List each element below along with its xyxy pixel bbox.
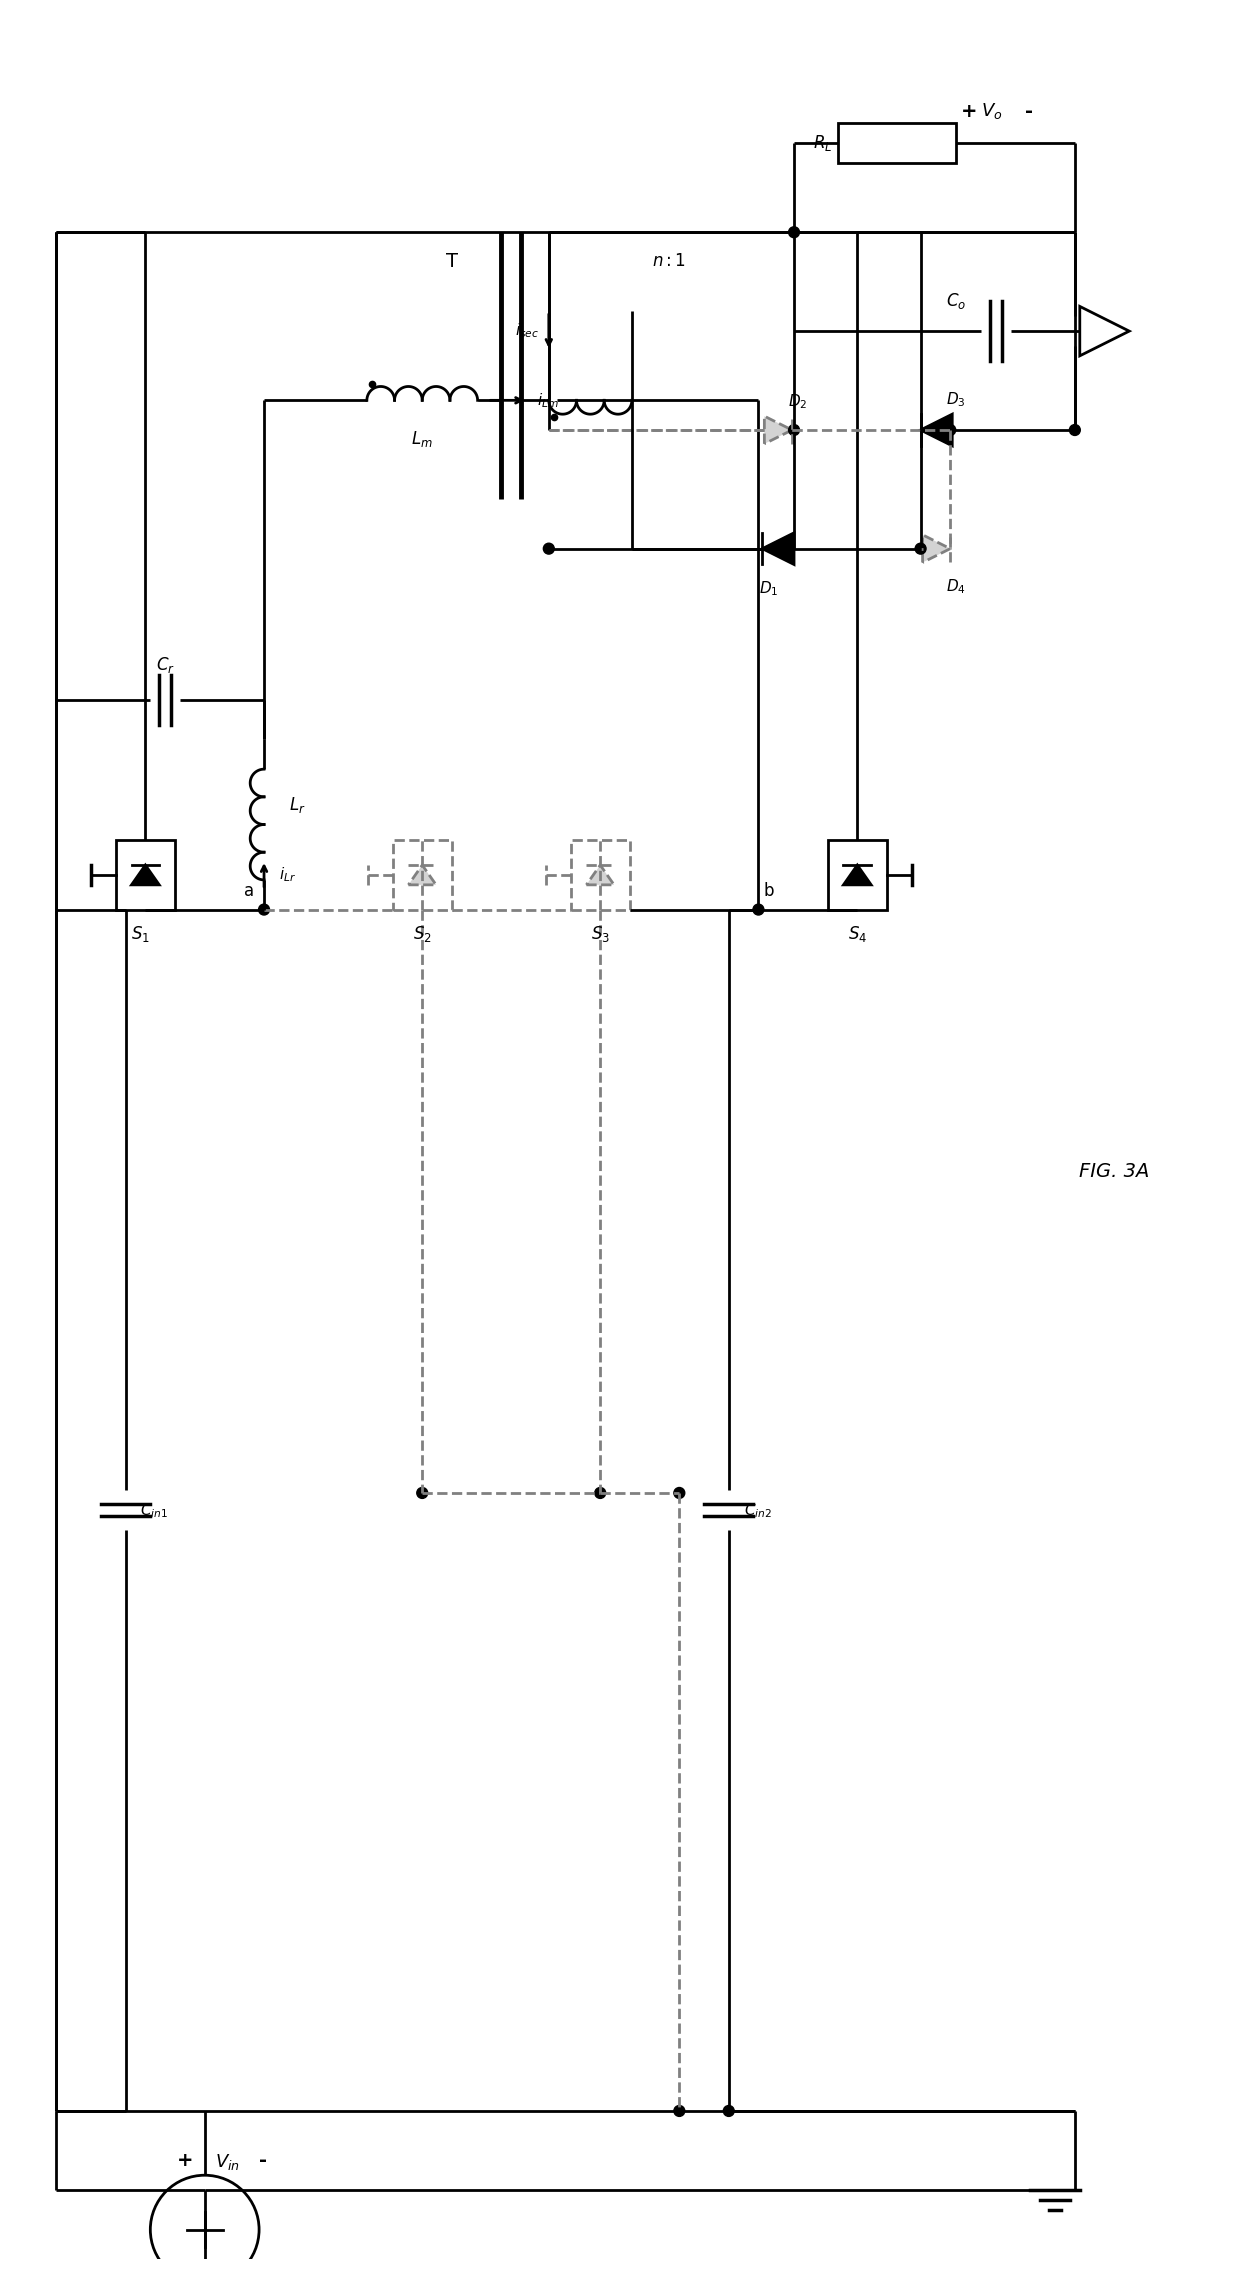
Circle shape xyxy=(789,227,800,239)
Circle shape xyxy=(945,425,956,436)
Circle shape xyxy=(753,904,764,916)
Text: $i_{sec}$: $i_{sec}$ xyxy=(515,323,539,341)
Text: $S_3$: $S_3$ xyxy=(590,925,610,945)
Text: b: b xyxy=(764,882,774,900)
Text: $i_{Lr}$: $i_{Lr}$ xyxy=(279,866,296,884)
Text: FIG. 3A: FIG. 3A xyxy=(1079,1161,1149,1181)
Text: $R_L$: $R_L$ xyxy=(813,134,832,152)
Polygon shape xyxy=(408,866,436,884)
Circle shape xyxy=(417,1488,428,1500)
Circle shape xyxy=(259,904,269,916)
Circle shape xyxy=(915,543,926,554)
Text: $S_4$: $S_4$ xyxy=(848,925,867,945)
Text: +: + xyxy=(176,2152,193,2170)
Polygon shape xyxy=(923,534,950,563)
Text: $n:1$: $n:1$ xyxy=(652,252,686,270)
Bar xyxy=(837,123,956,164)
Polygon shape xyxy=(843,866,872,884)
Polygon shape xyxy=(764,416,792,443)
Text: $i_{Lm}$: $i_{Lm}$ xyxy=(537,391,559,409)
Circle shape xyxy=(1069,425,1080,436)
Text: $D_4$: $D_4$ xyxy=(946,577,966,595)
Text: $L_r$: $L_r$ xyxy=(289,795,305,816)
Bar xyxy=(393,841,451,909)
Circle shape xyxy=(673,2106,684,2118)
Text: +: + xyxy=(961,102,977,120)
Text: -: - xyxy=(259,2152,267,2170)
Text: $D_1$: $D_1$ xyxy=(759,579,777,598)
Circle shape xyxy=(595,1488,605,1500)
Text: a: a xyxy=(244,882,254,900)
Text: $D_2$: $D_2$ xyxy=(789,393,807,411)
Text: $S_1$: $S_1$ xyxy=(131,925,150,945)
Text: $C_o$: $C_o$ xyxy=(946,291,966,311)
Polygon shape xyxy=(763,534,794,563)
Text: $L_m$: $L_m$ xyxy=(412,429,433,450)
Text: T: T xyxy=(446,252,458,270)
Text: $C_{in1}$: $C_{in1}$ xyxy=(140,1502,169,1520)
Polygon shape xyxy=(131,866,159,884)
Bar xyxy=(115,841,175,909)
Text: $V_{in}$: $V_{in}$ xyxy=(215,2152,239,2172)
Text: $D_3$: $D_3$ xyxy=(946,391,966,409)
Circle shape xyxy=(673,1488,684,1500)
Polygon shape xyxy=(587,866,614,884)
Text: $C_{in2}$: $C_{in2}$ xyxy=(744,1502,771,1520)
Circle shape xyxy=(723,2106,734,2118)
Bar xyxy=(827,841,887,909)
Text: -: - xyxy=(1025,102,1033,120)
Circle shape xyxy=(789,425,800,436)
Text: $C_r$: $C_r$ xyxy=(156,654,175,675)
Polygon shape xyxy=(920,414,952,445)
Text: $V_o$: $V_o$ xyxy=(981,100,1002,120)
Bar xyxy=(570,841,630,909)
Circle shape xyxy=(543,543,554,554)
Text: $S_2$: $S_2$ xyxy=(413,925,432,945)
